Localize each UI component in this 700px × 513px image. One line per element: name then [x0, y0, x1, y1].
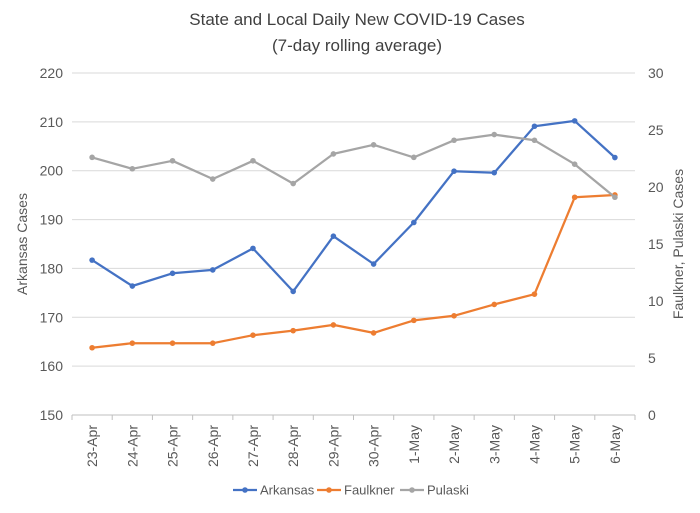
series	[89, 118, 618, 351]
y-tick-label: 210	[40, 114, 64, 130]
legend-label-faulkner: Faulkner	[344, 483, 395, 498]
faulkner-data-point	[411, 317, 417, 324]
arkansas-data-point	[451, 168, 457, 175]
gridlines	[71, 72, 636, 420]
x-tick-label: 1-May	[406, 425, 422, 464]
faulkner-data-point	[370, 330, 377, 336]
faulkner-data-point	[290, 327, 296, 334]
y2-tick-label: 30	[648, 65, 664, 81]
arkansas-data-point	[169, 270, 176, 277]
legend-marker-arkansas	[242, 487, 248, 493]
pulaski-data-point	[531, 137, 538, 144]
legend-marker-faulkner	[326, 487, 332, 493]
y2-tick-label: 10	[648, 293, 664, 309]
y2-tick-label: 15	[648, 236, 664, 252]
x-tick-label: 27-Apr	[245, 425, 261, 467]
arkansas-series-line	[91, 119, 616, 293]
legend-label-arkansas: Arkansas	[260, 483, 315, 498]
x-tick-label: 23-Apr	[84, 425, 100, 467]
pulaski-data-point	[129, 165, 136, 172]
faulkner-data-point	[169, 340, 176, 346]
arkansas-data-point	[250, 245, 256, 252]
arkansas-data-point	[531, 123, 538, 130]
legend: Arkansas Faulkner Pulaski	[233, 483, 469, 498]
right-axis-ticks: 0 5 10 15 20 25 30	[648, 65, 664, 423]
faulkner-data-point	[330, 322, 337, 328]
arkansas-data-point	[330, 233, 337, 239]
x-tick-label: 5-May	[567, 425, 583, 464]
x-tick-label: 2-May	[446, 425, 462, 464]
y-tick-label: 160	[40, 358, 64, 374]
arkansas-data-point	[290, 288, 296, 295]
x-tick-label: 26-Apr	[205, 425, 221, 467]
arkansas-data-point	[209, 267, 216, 273]
arkansas-data-point	[370, 261, 377, 267]
legend-marker-pulaski	[409, 487, 415, 493]
y2-tick-label: 0	[648, 407, 656, 423]
faulkner-data-point	[209, 340, 216, 346]
legend-label-pulaski: Pulaski	[427, 483, 469, 498]
x-axis-ticks: 23-Apr 24-Apr 25-Apr 26-Apr 27-Apr 28-Apr 29-A…	[84, 425, 623, 467]
x-tick-label: 6-May	[607, 425, 623, 464]
faulkner-data-point	[129, 340, 136, 346]
y-axis-label: Arkansas Cases	[14, 193, 30, 295]
faulkner-data-point	[250, 332, 256, 339]
y2-tick-label: 5	[648, 350, 656, 366]
x-tick-label: 29-Apr	[325, 425, 341, 467]
pulaski-data-point	[451, 137, 457, 144]
pulaski-data-point	[330, 151, 337, 157]
faulkner-data-point	[571, 194, 578, 201]
y-tick-label: 180	[40, 260, 64, 276]
pulaski-data-point	[250, 157, 256, 164]
left-axis-ticks: 150 160 170 180 190 200 210 220	[40, 65, 64, 423]
pulaski-data-point	[290, 180, 296, 187]
x-tick-label: 24-Apr	[124, 425, 140, 467]
x-tick-label: 3-May	[486, 425, 502, 464]
faulkner-data-point	[491, 301, 498, 308]
pulaski-data-point	[612, 194, 618, 201]
pulaski-data-point	[209, 176, 216, 182]
chart-title: State and Local Daily New COVID-19 Cases	[189, 10, 524, 29]
faulkner-data-point	[451, 313, 457, 319]
y2-tick-label: 20	[648, 179, 664, 195]
y-tick-label: 150	[40, 407, 64, 423]
arkansas-data-point	[571, 118, 578, 124]
faulkner-data-point	[89, 344, 95, 351]
y2-axis-label: Faulkner, Pulaski Cases	[670, 169, 686, 319]
arkansas-data-point	[411, 219, 417, 226]
pulaski-data-point	[491, 131, 498, 138]
pulaski-data-point	[89, 154, 95, 161]
faulkner-series-line	[91, 193, 615, 349]
y2-tick-label: 25	[648, 122, 664, 138]
x-tick-label: 25-Apr	[165, 425, 181, 467]
arkansas-data-point	[612, 154, 618, 161]
arkansas-data-point	[89, 257, 95, 263]
pulaski-data-point	[169, 157, 176, 164]
y-tick-label: 200	[40, 163, 64, 179]
x-tick-label: 30-Apr	[366, 425, 382, 467]
x-tick-label: 4-May	[526, 425, 542, 464]
faulkner-data-point	[531, 291, 538, 297]
pulaski-data-point	[411, 154, 417, 161]
pulaski-data-point	[571, 161, 578, 167]
chart-subtitle: (7-day rolling average)	[272, 36, 442, 55]
arkansas-data-point	[491, 169, 498, 176]
pulaski-data-point	[370, 142, 377, 148]
y-tick-label: 170	[40, 309, 64, 325]
y-tick-label: 220	[40, 65, 64, 81]
x-tick-label: 28-Apr	[285, 425, 301, 467]
y-tick-label: 190	[40, 212, 64, 228]
pulaski-series-line	[91, 133, 616, 199]
arkansas-data-point	[129, 283, 136, 289]
